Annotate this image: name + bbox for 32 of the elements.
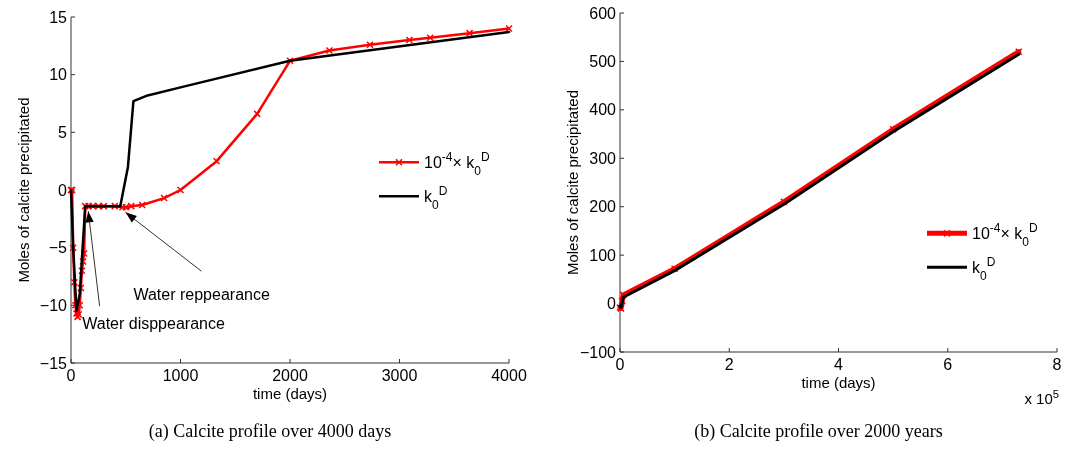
- x-tick-label: 1000: [162, 367, 199, 384]
- x-tick-label: 8: [1052, 356, 1062, 373]
- y-tick-label: 400: [589, 101, 617, 119]
- y-tick-label: 5: [58, 123, 68, 141]
- y-tick-label: −10: [39, 296, 68, 314]
- x-tick-label: 2000: [272, 367, 308, 384]
- annotation: Water disppearance: [82, 315, 225, 333]
- text: (b) Calcite profile over 2000 years: [694, 421, 943, 442]
- y-tick-label: 10: [49, 66, 68, 84]
- y-tick-label: 100: [589, 246, 617, 264]
- text: x 10$^{5}$: [1024, 388, 1059, 407]
- y-tick-label: −15: [39, 354, 68, 372]
- y-axis-title: Moles of calcite precipitated: [564, 89, 581, 276]
- x-tick-label: 3000: [381, 367, 418, 384]
- x-tick-label: 4: [834, 356, 844, 373]
- y-tick-label: 600: [589, 4, 617, 22]
- y-tick-label: 0: [607, 295, 617, 313]
- x-tick-label: 2: [724, 356, 734, 373]
- x-tick-label: 4000: [491, 367, 527, 384]
- y-tick-label: −100: [579, 343, 617, 361]
- x-tick-label: 6: [943, 356, 953, 373]
- x-axis-title: time (days): [252, 385, 328, 402]
- y-tick-label: 500: [589, 53, 617, 71]
- y-tick-label: −5: [48, 239, 68, 257]
- x-axis-title: time (days): [801, 374, 876, 391]
- annotation: Water reppearance: [133, 286, 270, 304]
- text: (a) Calcite profile over 4000 days: [148, 421, 392, 442]
- y-tick-label: 200: [589, 198, 617, 216]
- y-tick-label: 0: [58, 181, 68, 199]
- y-tick-label: 300: [589, 149, 617, 167]
- y-tick-label: 15: [49, 8, 68, 26]
- y-axis-title: Moles of calcite precipitated: [15, 97, 32, 283]
